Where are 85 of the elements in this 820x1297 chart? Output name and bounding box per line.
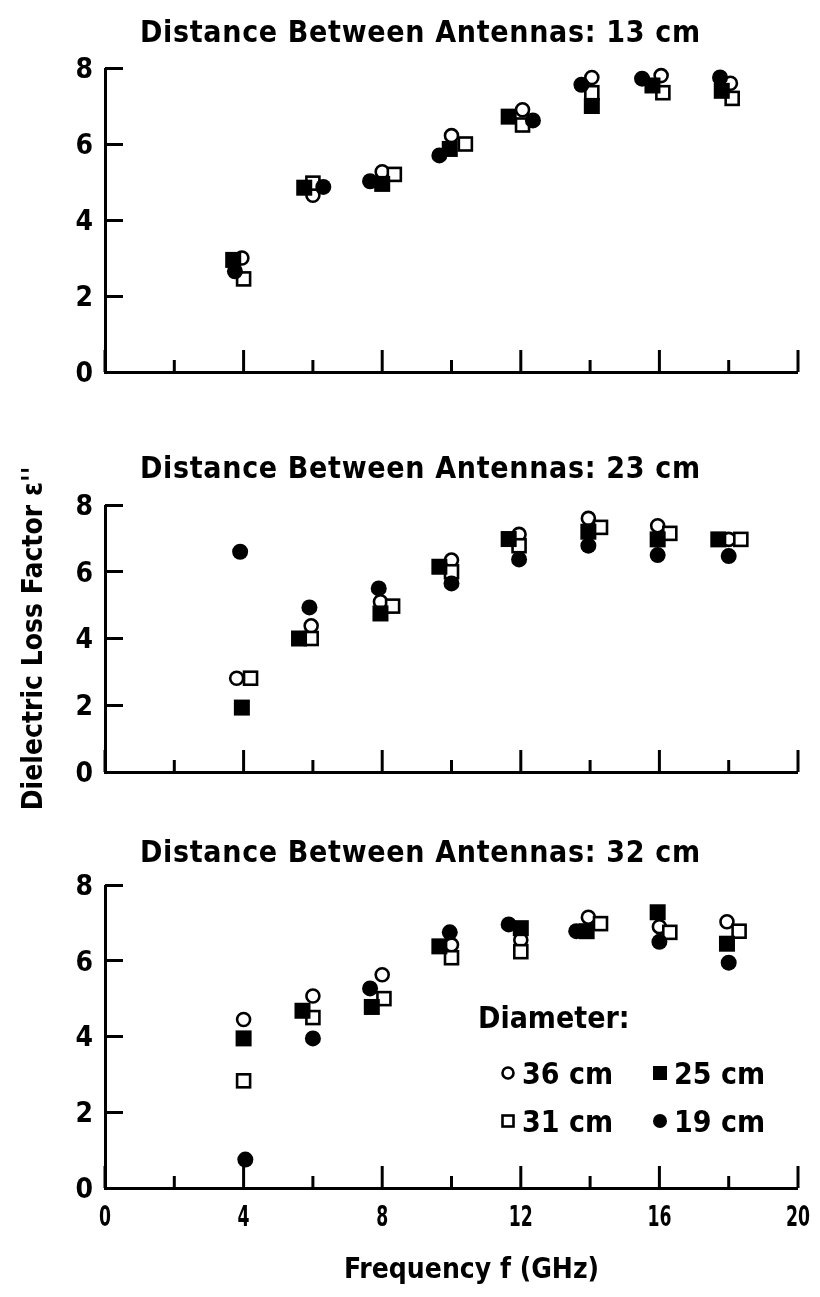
point — [720, 548, 737, 565]
point — [431, 147, 448, 164]
x-tick-label: 20 — [786, 1200, 820, 1233]
point — [513, 943, 529, 960]
point — [651, 933, 668, 950]
point — [634, 70, 651, 87]
y-tick-label: 4 — [75, 622, 93, 656]
y-tick-label: 8 — [75, 488, 93, 522]
point — [500, 916, 517, 933]
y-tick-label: 2 — [75, 1096, 93, 1130]
legend-label: 19 cm — [674, 1103, 766, 1139]
point — [294, 1002, 311, 1019]
y-tick-label: 0 — [75, 1171, 93, 1205]
y-tick-label: 4 — [75, 1020, 93, 1054]
x-tick-label: 8 — [376, 1200, 394, 1233]
point — [242, 670, 259, 687]
chart-title: Distance Between Antennas: 32 cm — [140, 834, 700, 869]
point — [291, 630, 308, 647]
point — [584, 69, 600, 86]
y-tick-label: 4 — [75, 203, 93, 237]
legend-label: 25 cm — [674, 1055, 766, 1091]
point — [363, 998, 380, 1015]
point — [237, 1151, 254, 1168]
y-tick-label: 0 — [75, 755, 93, 789]
point — [731, 923, 747, 940]
y-tick-label: 6 — [75, 555, 93, 589]
point — [228, 670, 245, 687]
point — [733, 531, 749, 548]
y-axis-title: Dielectric Loss Factor ε'' — [16, 466, 49, 811]
point — [441, 924, 458, 941]
point — [710, 531, 727, 548]
point — [511, 551, 528, 568]
x-tick-label: 0 — [99, 1200, 117, 1233]
point — [305, 988, 321, 1004]
x-tick-label: 12 — [508, 1200, 544, 1233]
y-tick-label: 0 — [75, 355, 93, 389]
point — [720, 954, 737, 971]
point — [524, 112, 541, 129]
point — [315, 178, 332, 195]
y-tick-label: 6 — [75, 944, 93, 978]
point — [374, 966, 390, 983]
chart-title: Distance Between Antennas: 13 cm — [140, 14, 700, 49]
y-tick-label: 8 — [75, 868, 93, 902]
point — [384, 598, 401, 614]
point — [580, 523, 597, 540]
legend-label: 31 cm — [522, 1103, 614, 1139]
point — [514, 102, 531, 118]
point — [713, 82, 730, 99]
x-tick-label: 16 — [647, 1200, 683, 1233]
point — [370, 580, 387, 597]
y-tick-label: 2 — [75, 689, 93, 723]
point — [232, 543, 249, 560]
point — [662, 924, 678, 941]
point — [580, 537, 597, 554]
point — [301, 599, 318, 616]
point — [235, 1011, 252, 1028]
point — [431, 938, 448, 955]
x-axis-title: Frequency f (GHz) — [343, 1252, 600, 1285]
point — [235, 1030, 252, 1047]
point — [235, 1073, 252, 1089]
chart-title: Distance Between Antennas: 23 cm — [140, 450, 700, 485]
point — [719, 913, 735, 930]
point — [362, 980, 379, 997]
point — [583, 98, 600, 114]
point — [443, 575, 460, 592]
point — [500, 108, 517, 125]
point — [296, 179, 313, 196]
point — [304, 1030, 321, 1047]
y-tick-label: 2 — [75, 279, 93, 313]
point — [457, 136, 474, 152]
point — [443, 949, 460, 966]
x-tick-label: 4 — [237, 1200, 256, 1233]
legend-title: Diameter: — [478, 1000, 630, 1035]
y-tick-label: 8 — [75, 51, 93, 85]
legend-label: 36 cm — [522, 1055, 614, 1091]
point — [431, 558, 448, 575]
point — [372, 605, 389, 622]
point — [233, 699, 250, 716]
point — [649, 547, 666, 564]
point — [649, 531, 666, 548]
point — [649, 904, 666, 921]
point — [573, 76, 590, 93]
y-tick-label: 6 — [75, 127, 93, 161]
point — [718, 935, 735, 952]
point — [500, 531, 517, 548]
